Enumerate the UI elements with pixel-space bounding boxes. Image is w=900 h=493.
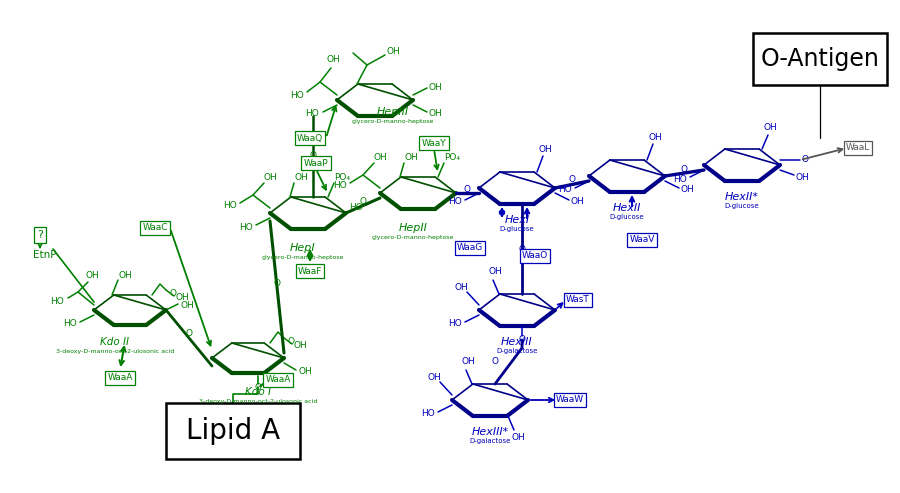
Text: WaaP: WaaP: [303, 159, 328, 168]
Text: OH: OH: [538, 144, 552, 153]
Text: HO: HO: [63, 319, 76, 328]
Text: OH: OH: [326, 56, 340, 65]
Text: OH: OH: [176, 293, 189, 303]
Text: HO: HO: [223, 202, 237, 211]
Text: OH: OH: [680, 185, 694, 195]
Text: D-glucose: D-glucose: [724, 203, 760, 209]
Text: HO: HO: [349, 203, 363, 211]
Text: O: O: [569, 176, 575, 184]
Text: glycero-D-manno-heptose: glycero-D-manno-heptose: [352, 119, 434, 125]
Text: HO: HO: [239, 222, 253, 232]
Text: HO: HO: [448, 198, 462, 207]
Text: HO: HO: [50, 296, 64, 306]
Text: PO₄: PO₄: [334, 173, 350, 181]
Text: WaaA: WaaA: [107, 374, 132, 383]
Text: OH: OH: [118, 271, 132, 280]
Text: WaaG: WaaG: [457, 244, 483, 252]
Text: PO₄: PO₄: [444, 152, 460, 162]
Text: OH: OH: [404, 152, 418, 162]
Text: OH: OH: [454, 283, 468, 292]
Text: OH: OH: [461, 357, 475, 366]
Text: O: O: [255, 383, 262, 391]
Text: HO: HO: [333, 181, 346, 190]
Text: WaaY: WaaY: [422, 139, 446, 147]
Text: O: O: [310, 151, 317, 161]
FancyBboxPatch shape: [753, 33, 887, 85]
Text: O: O: [518, 336, 526, 345]
Text: HexII: HexII: [613, 203, 641, 213]
Text: D-galactose: D-galactose: [469, 438, 510, 444]
Text: WaaA: WaaA: [266, 376, 291, 385]
Text: OH: OH: [263, 173, 277, 181]
Text: OH: OH: [86, 271, 99, 280]
Text: O: O: [518, 245, 526, 253]
Text: WaaW: WaaW: [556, 395, 584, 404]
Text: WasT: WasT: [566, 295, 590, 305]
Text: OH: OH: [298, 367, 312, 377]
Text: HO: HO: [673, 175, 687, 183]
Text: HepII: HepII: [399, 223, 427, 233]
Text: OH: OH: [374, 152, 387, 162]
Text: OH: OH: [428, 83, 442, 93]
Text: glycero-D-manno-heptose: glycero-D-manno-heptose: [262, 254, 344, 259]
Text: HO: HO: [448, 319, 462, 328]
Text: glycero-D-manno-heptose: glycero-D-manno-heptose: [372, 235, 454, 240]
Text: ?: ?: [37, 230, 43, 240]
Text: O: O: [169, 288, 176, 297]
Text: Lipid A: Lipid A: [186, 417, 280, 445]
Text: O: O: [185, 328, 193, 338]
Text: HO: HO: [421, 410, 435, 419]
Text: D-glucose: D-glucose: [609, 214, 644, 220]
Text: HepI: HepI: [290, 243, 316, 253]
Text: O-Antigen: O-Antigen: [760, 47, 879, 71]
Text: OH: OH: [428, 109, 442, 118]
Text: D-glucose: D-glucose: [500, 226, 535, 232]
Text: 3-deoxy-D-manno-oct-2-ulosonic acid: 3-deoxy-D-manno-oct-2-ulosonic acid: [56, 349, 175, 353]
Text: WaaO: WaaO: [522, 251, 548, 260]
Text: HO: HO: [290, 91, 304, 100]
Text: HepIII: HepIII: [377, 107, 410, 117]
Text: OH: OH: [293, 342, 307, 351]
Text: HexIII: HexIII: [501, 337, 533, 347]
Text: OH: OH: [763, 124, 777, 133]
Text: OH: OH: [795, 173, 809, 181]
Text: WaaF: WaaF: [298, 267, 322, 276]
Text: HexII*: HexII*: [725, 192, 759, 202]
Text: O: O: [680, 165, 688, 174]
Text: O: O: [802, 155, 808, 165]
Text: OH: OH: [294, 173, 308, 181]
Text: HO: HO: [305, 109, 319, 118]
Text: OH: OH: [570, 198, 584, 207]
Text: D-galactose: D-galactose: [496, 348, 537, 354]
Text: WaaL: WaaL: [846, 143, 870, 152]
Text: Kdo II: Kdo II: [101, 337, 130, 347]
Text: WaaC: WaaC: [142, 223, 167, 233]
Text: Kdo I: Kdo I: [245, 387, 271, 397]
Text: WaaV: WaaV: [629, 236, 654, 245]
Text: O: O: [287, 337, 294, 346]
Text: HexIII*: HexIII*: [472, 427, 508, 437]
Text: HO: HO: [558, 185, 572, 195]
Text: O: O: [491, 357, 499, 366]
Text: O: O: [274, 279, 281, 287]
Text: EtnP: EtnP: [33, 250, 57, 260]
Text: O: O: [359, 197, 366, 206]
Text: HexI: HexI: [504, 215, 529, 225]
Text: OH: OH: [511, 433, 525, 443]
Text: 3-deoxy-D-manno-oct-2-ulosonic acid: 3-deoxy-D-manno-oct-2-ulosonic acid: [199, 398, 317, 403]
Text: OH: OH: [488, 268, 502, 277]
Text: OH: OH: [648, 133, 662, 141]
Text: OH: OH: [386, 47, 400, 57]
Text: WaaQ: WaaQ: [297, 134, 323, 142]
Text: OH: OH: [180, 302, 194, 311]
FancyBboxPatch shape: [166, 403, 300, 459]
Text: OH: OH: [428, 374, 441, 383]
Text: O: O: [464, 184, 471, 193]
